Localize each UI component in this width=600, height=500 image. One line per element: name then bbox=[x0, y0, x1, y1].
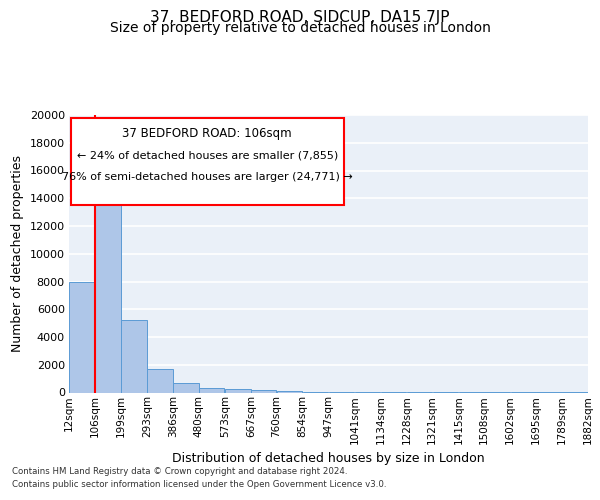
Text: Contains public sector information licensed under the Open Government Licence v3: Contains public sector information licen… bbox=[12, 480, 386, 489]
Text: 37 BEDFORD ROAD: 106sqm: 37 BEDFORD ROAD: 106sqm bbox=[122, 126, 292, 140]
X-axis label: Distribution of detached houses by size in London: Distribution of detached houses by size … bbox=[172, 452, 485, 466]
Bar bbox=[147, 369, 173, 392]
Bar bbox=[121, 320, 147, 392]
Text: ← 24% of detached houses are smaller (7,855): ← 24% of detached houses are smaller (7,… bbox=[77, 150, 338, 160]
Text: 76% of semi-detached houses are larger (24,771) →: 76% of semi-detached houses are larger (… bbox=[62, 172, 353, 181]
Text: Size of property relative to detached houses in London: Size of property relative to detached ho… bbox=[110, 21, 490, 35]
Bar bbox=[69, 282, 95, 393]
Bar bbox=[199, 388, 224, 392]
Y-axis label: Number of detached properties: Number of detached properties bbox=[11, 155, 24, 352]
Bar bbox=[95, 164, 121, 392]
Text: 37, BEDFORD ROAD, SIDCUP, DA15 7JP: 37, BEDFORD ROAD, SIDCUP, DA15 7JP bbox=[150, 10, 450, 25]
Bar bbox=[225, 389, 251, 392]
Bar bbox=[251, 390, 277, 392]
Bar bbox=[173, 383, 199, 392]
Text: Contains HM Land Registry data © Crown copyright and database right 2024.: Contains HM Land Registry data © Crown c… bbox=[12, 467, 347, 476]
Bar bbox=[277, 391, 302, 392]
